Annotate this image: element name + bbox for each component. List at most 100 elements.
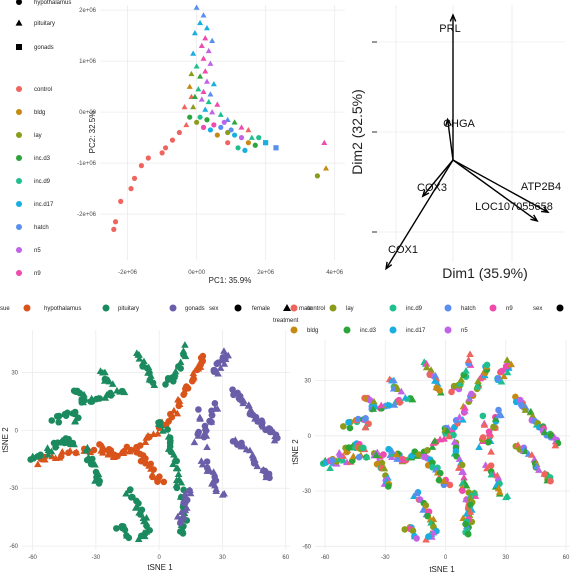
tsne-point	[91, 460, 99, 468]
tsne-point	[392, 450, 401, 458]
tsne-point	[150, 466, 157, 473]
pca-x-axis-label: PC1: 35.9%	[209, 276, 252, 285]
tsne-point	[541, 470, 549, 478]
tsne-point	[170, 371, 179, 379]
tsne-point	[107, 392, 115, 399]
tsne-tissue-y-axis-label: tSNE 2	[1, 427, 10, 453]
tsne-point	[521, 447, 530, 455]
tsne-point	[420, 453, 428, 461]
legend-treatment-label: hatch	[461, 306, 476, 312]
tsne-point	[53, 412, 61, 420]
pca-point	[205, 47, 212, 54]
tsne-point	[96, 395, 103, 402]
tsne-point	[135, 354, 144, 362]
tsne-point	[75, 414, 82, 422]
tsne-point	[36, 452, 44, 460]
pca-point	[193, 63, 200, 69]
pca-point	[205, 98, 212, 105]
tsne-point	[484, 438, 492, 446]
tsne-point	[431, 371, 440, 379]
legend-sex-title: sex	[533, 306, 542, 312]
tsne-point	[239, 399, 247, 407]
legend-treatment-key	[389, 304, 397, 312]
tsne-point	[535, 466, 543, 473]
legend-tissue-key	[102, 304, 110, 312]
tsne-point	[384, 483, 392, 490]
tsne-point	[211, 400, 219, 407]
pca-point	[200, 12, 207, 18]
pca-point	[245, 126, 252, 133]
tsne-point	[169, 460, 177, 467]
legend-color-key	[16, 155, 22, 161]
tsne-point	[512, 393, 519, 401]
pca-y-tick-label: 2e+06	[79, 8, 97, 14]
tsne-point	[131, 504, 140, 511]
tsne-point	[246, 405, 255, 413]
biplot-arrowhead	[530, 214, 539, 222]
pca-y-tick-label: 1e+06	[79, 59, 97, 65]
tsne-point	[480, 421, 489, 428]
tsne-point	[253, 462, 262, 470]
tsne-point	[354, 415, 362, 423]
tsne-point	[366, 396, 374, 404]
tsne-point	[90, 446, 98, 454]
biplot-variable-label: LOC107055658	[475, 201, 553, 213]
tsne-point	[479, 412, 487, 420]
tsne-point	[212, 485, 220, 493]
tsne-point	[393, 455, 401, 462]
tsne-point	[172, 476, 181, 484]
pca-point	[145, 155, 151, 161]
tsne-x-tick-label: 0	[157, 555, 161, 561]
tsne-point	[177, 478, 186, 486]
tsne-treatment-x-axis-label: tSNE 1	[429, 565, 455, 574]
tsne-point	[64, 409, 71, 417]
tsne-point	[175, 397, 184, 404]
tsne-point	[149, 379, 157, 387]
tsne-point	[495, 488, 504, 495]
pca-point	[242, 147, 248, 153]
tsne-point	[136, 442, 144, 449]
pca-point	[221, 119, 227, 125]
tsne-point	[487, 462, 495, 469]
pca-point	[194, 119, 200, 125]
pca-point	[211, 122, 217, 128]
tsne-point	[158, 427, 167, 434]
tsne-point	[419, 506, 428, 513]
tsne-point	[134, 535, 143, 543]
tsne-x-tick-label: 30	[219, 555, 226, 561]
tsne-point	[380, 451, 387, 458]
tsne-point	[224, 351, 232, 359]
biplot-variable-label: PRL	[439, 23, 460, 35]
tsne-point	[220, 489, 228, 497]
tsne-x-tick-label: -30	[92, 555, 101, 561]
legend-color-label: inc.d9	[34, 179, 51, 185]
pca-points	[111, 4, 330, 232]
tsne-point	[426, 515, 435, 523]
tsne-x-tick-label: 0	[444, 555, 448, 561]
tsne-point	[182, 499, 189, 507]
tsne-point	[103, 446, 112, 453]
tsne-point	[108, 380, 117, 387]
tsne-point	[171, 367, 180, 375]
biplot-arrow	[385, 159, 454, 270]
tsne-point	[362, 415, 369, 423]
pca-point	[198, 42, 205, 49]
legend-color-label: n5	[34, 248, 41, 254]
tsne-point	[427, 366, 435, 373]
tsne-point	[125, 534, 133, 542]
tsne-point	[144, 363, 153, 371]
tsne-point	[336, 450, 344, 458]
tsne-point	[458, 461, 466, 469]
tsne-point	[229, 386, 236, 393]
legend-sex-title: sex	[209, 306, 218, 312]
pca-point	[202, 68, 209, 74]
pca-point	[190, 50, 197, 56]
tsne-point	[528, 412, 537, 419]
pca-gridlines	[100, 5, 345, 260]
legend-tissue-key	[23, 304, 31, 312]
pca-point	[207, 91, 214, 97]
tsne-point	[450, 431, 457, 439]
pca-x-tick-label: 2e+06	[257, 270, 275, 276]
legend-color-key	[16, 224, 22, 230]
tsne-point	[491, 415, 500, 422]
